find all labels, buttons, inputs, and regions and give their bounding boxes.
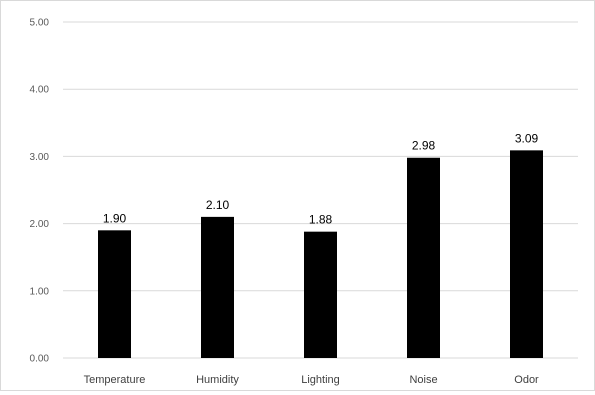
y-tick-label: 2.00 [30, 219, 50, 230]
bar [510, 150, 543, 358]
bar [201, 216, 234, 358]
x-axis-ticks: Temperature Humidity Lighting Noise Odor [84, 374, 539, 386]
bar [98, 230, 131, 358]
y-tick-label: 5.00 [30, 18, 50, 29]
gridlines [63, 21, 578, 359]
y-axis-ticks: 0.00 1.00 2.00 3.00 4.00 5.00 [30, 18, 50, 365]
y-tick-label: 0.00 [30, 354, 50, 365]
data-label: 2.10 [206, 198, 230, 212]
data-label: 2.98 [412, 139, 436, 153]
data-labels: 1.90 2.10 1.88 2.98 3.09 [103, 131, 539, 226]
bar [407, 157, 440, 358]
x-tick-label: Noise [409, 374, 437, 386]
bar [304, 231, 337, 358]
x-tick-label: Lighting [301, 374, 340, 386]
data-label: 1.90 [103, 211, 127, 225]
bars [98, 150, 543, 358]
y-tick-label: 4.00 [30, 85, 50, 96]
x-tick-label: Temperature [84, 374, 146, 386]
y-tick-label: 1.00 [30, 286, 50, 297]
data-label: 3.09 [515, 131, 539, 145]
y-tick-label: 3.00 [30, 152, 50, 163]
x-tick-label: Odor [514, 374, 539, 386]
x-tick-label: Humidity [196, 374, 239, 386]
data-label: 1.88 [309, 213, 333, 227]
